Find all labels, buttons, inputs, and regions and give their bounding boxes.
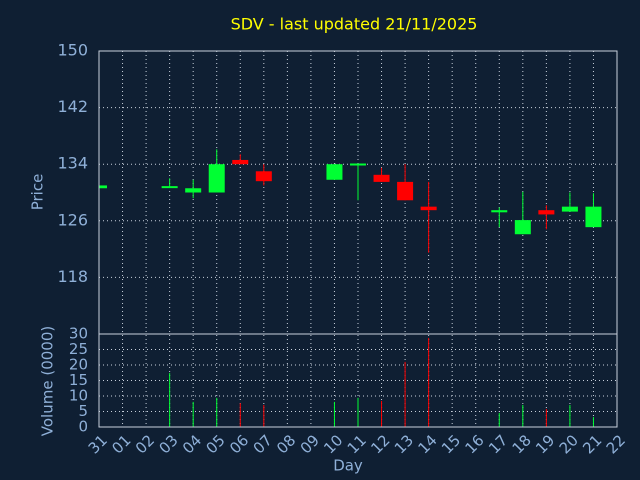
y-tick-label: 20 <box>69 356 88 374</box>
y-tick-label: 25 <box>69 340 88 358</box>
volume-bar <box>381 400 383 427</box>
volume-bar <box>404 361 406 427</box>
y-tick-label: 134 <box>57 154 88 173</box>
candle-body <box>185 188 202 193</box>
candle-body <box>491 210 508 213</box>
candle-body <box>161 186 178 189</box>
volume-bar <box>192 401 194 427</box>
candle-body <box>420 206 437 211</box>
volume-bar <box>263 404 265 427</box>
candle-body <box>208 164 225 193</box>
candle-body <box>350 163 366 166</box>
chart-title: SDV - last updated 21/11/2025 <box>231 15 478 34</box>
volume-bar <box>498 413 500 427</box>
candle-body <box>255 171 272 182</box>
candle-body <box>514 220 531 235</box>
y-tick-label: 5 <box>78 402 88 420</box>
plot <box>99 51 617 427</box>
y-tick-label: 10 <box>69 387 88 405</box>
candle-body <box>397 181 414 201</box>
volume-bar <box>333 401 335 427</box>
volume-bar <box>569 404 571 427</box>
candle-body <box>373 174 390 182</box>
candle-body <box>585 206 602 228</box>
candle-body <box>232 159 249 165</box>
candle-body <box>538 210 555 215</box>
candle-body <box>326 164 343 180</box>
y-tick-label: 118 <box>57 267 88 286</box>
y-tick-label: 0 <box>78 418 88 436</box>
volume-frame <box>98 333 618 428</box>
y-tick-label: 30 <box>69 325 88 343</box>
y-tick-label: 142 <box>57 97 88 116</box>
y-tick-label: 150 <box>57 41 88 60</box>
volume-bar <box>357 397 359 427</box>
volume-bar <box>169 373 171 427</box>
volume-bar <box>522 404 524 427</box>
volume-bar <box>545 409 547 427</box>
volume-bar <box>216 397 218 427</box>
x-axis-label: Day <box>333 457 363 475</box>
volume-bar <box>592 417 594 427</box>
y-tick-label: 15 <box>69 371 88 389</box>
candle-body <box>561 206 578 212</box>
y-axis-label: Price <box>29 174 47 211</box>
volume-axis-label: Volume (0000) <box>39 326 57 436</box>
volume-bar <box>239 403 241 427</box>
volume-bar <box>428 338 430 427</box>
candle-body <box>99 185 107 189</box>
y-tick-label: 126 <box>57 210 88 229</box>
